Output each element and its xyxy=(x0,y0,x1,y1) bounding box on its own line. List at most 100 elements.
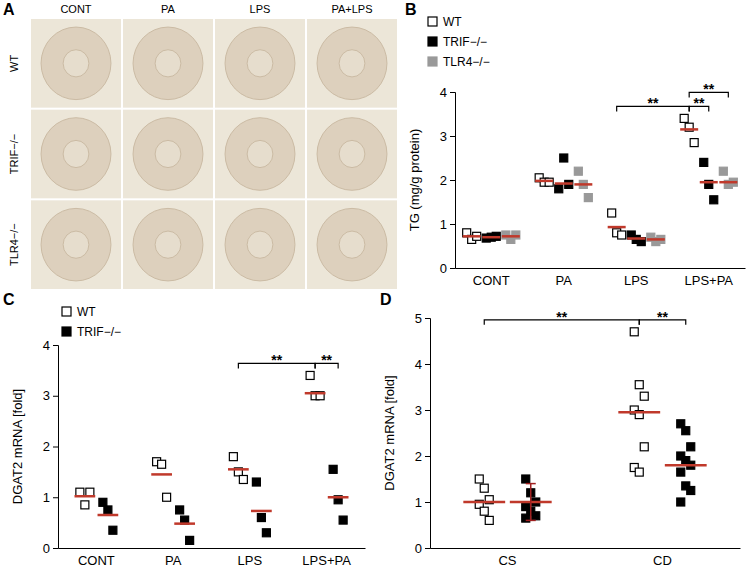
data-point xyxy=(687,443,695,451)
y-axis-title: DGAT2 mRNA [fold] xyxy=(10,389,25,504)
data-point xyxy=(186,536,194,544)
y-tick: 4 xyxy=(43,338,58,353)
x-tick-label: LPS xyxy=(624,273,649,288)
y-tick-label: 1 xyxy=(43,490,50,505)
micrograph xyxy=(307,19,397,108)
legend-marker xyxy=(428,17,437,26)
data-point xyxy=(677,498,685,506)
data-point xyxy=(475,475,483,483)
row-label: TLR4−/− xyxy=(8,223,20,266)
nucleus xyxy=(63,231,89,258)
panel: C01234CONTPALPSLPS+PADGAT2 mRNA [fold]**… xyxy=(3,291,366,568)
x-tick-label: CD xyxy=(653,553,672,568)
y-tick-mark xyxy=(450,224,455,225)
error-bar-stem xyxy=(530,484,532,521)
mean-line xyxy=(328,496,349,499)
cell-outline xyxy=(133,118,203,191)
panel-label: C xyxy=(3,291,15,308)
error-bar xyxy=(526,484,536,521)
data-point xyxy=(630,328,638,336)
data-point xyxy=(176,506,184,514)
x-tick-label: CS xyxy=(498,553,516,568)
panel-label: D xyxy=(380,291,392,308)
significance-label: ** xyxy=(556,309,567,325)
y-tick-label: 3 xyxy=(440,129,447,144)
x-tick-label: CONT xyxy=(473,273,510,288)
x-tick: CONT xyxy=(473,268,510,288)
legend-label: TRIF−/− xyxy=(443,35,487,49)
cell-outline xyxy=(41,208,111,281)
data-point xyxy=(700,158,708,166)
data-point xyxy=(680,114,688,122)
legend-label: WT xyxy=(443,15,462,29)
nucleus xyxy=(339,140,365,167)
x-tick: PA xyxy=(165,548,182,568)
mean-line xyxy=(502,235,520,238)
data-point xyxy=(560,154,568,162)
x-tick: LPS xyxy=(624,268,649,288)
y-tick-mark xyxy=(425,548,430,549)
panel-a: ACONTPALPSPA+LPSWTTRIF−/−TLR4−/− xyxy=(3,1,397,289)
micrograph xyxy=(307,110,397,199)
x-axis: CONTPALPSLPS+PA xyxy=(59,548,366,568)
mean-line xyxy=(251,510,272,513)
y-tick-mark xyxy=(450,136,455,137)
data-point xyxy=(257,514,265,522)
significance-label: ** xyxy=(271,352,282,368)
column-label: LPS xyxy=(250,3,271,15)
mean-line xyxy=(647,238,665,241)
nucleus xyxy=(63,140,89,167)
micrograph xyxy=(215,110,305,199)
x-axis-line xyxy=(431,548,741,549)
data-point xyxy=(480,507,488,515)
data-point xyxy=(710,196,718,204)
x-tick: LPS+PA xyxy=(302,548,351,568)
mean-line xyxy=(535,180,553,183)
y-tick-mark xyxy=(53,497,58,498)
y-tick: 1 xyxy=(440,217,455,232)
data-point xyxy=(682,427,690,435)
mean-line xyxy=(482,236,500,239)
error-bar-cap xyxy=(526,483,536,485)
significance-label: ** xyxy=(321,352,332,368)
x-tick: LPS+PA xyxy=(684,268,733,288)
nucleus xyxy=(155,140,181,167)
data-point xyxy=(512,231,520,239)
significance-label: ** xyxy=(694,95,705,111)
y-axis-line xyxy=(450,93,456,269)
nucleus xyxy=(247,140,273,167)
mean-line xyxy=(305,392,326,395)
y-tick-label: 0 xyxy=(440,261,447,276)
nucleus xyxy=(247,231,273,258)
y-tick-label: 2 xyxy=(415,449,422,464)
micrograph xyxy=(123,19,213,108)
mean-line xyxy=(618,411,660,414)
y-axis: 01234 xyxy=(440,85,456,276)
mean-line xyxy=(75,495,96,498)
legend: WTTRIF−/−TLR4−/− xyxy=(428,15,490,69)
cell-outline xyxy=(225,208,295,281)
data-point xyxy=(677,468,685,476)
y-tick: 1 xyxy=(415,495,430,510)
data-point xyxy=(262,529,270,537)
micrograph xyxy=(123,200,213,289)
y-tick: 5 xyxy=(415,311,430,326)
cell-outline xyxy=(41,27,111,100)
data-point xyxy=(480,484,488,492)
y-tick-label: 1 xyxy=(440,217,447,232)
significance-label: ** xyxy=(647,95,658,111)
nucleus xyxy=(155,50,181,77)
y-axis-title: TG (mg/g protein) xyxy=(407,129,422,232)
data-point xyxy=(640,443,648,451)
y-tick: 2 xyxy=(43,439,58,454)
x-tick-label: PA xyxy=(165,553,182,568)
y-tick: 1 xyxy=(43,490,58,505)
y-tick-mark xyxy=(53,548,58,549)
y-tick-mark xyxy=(450,268,455,269)
x-axis: CONTPALPSLPS+PA xyxy=(456,268,746,288)
column-label: PA xyxy=(161,3,176,15)
legend-marker xyxy=(428,37,437,46)
data-point xyxy=(104,506,112,514)
mean-line xyxy=(151,473,172,476)
data-point xyxy=(690,139,698,147)
